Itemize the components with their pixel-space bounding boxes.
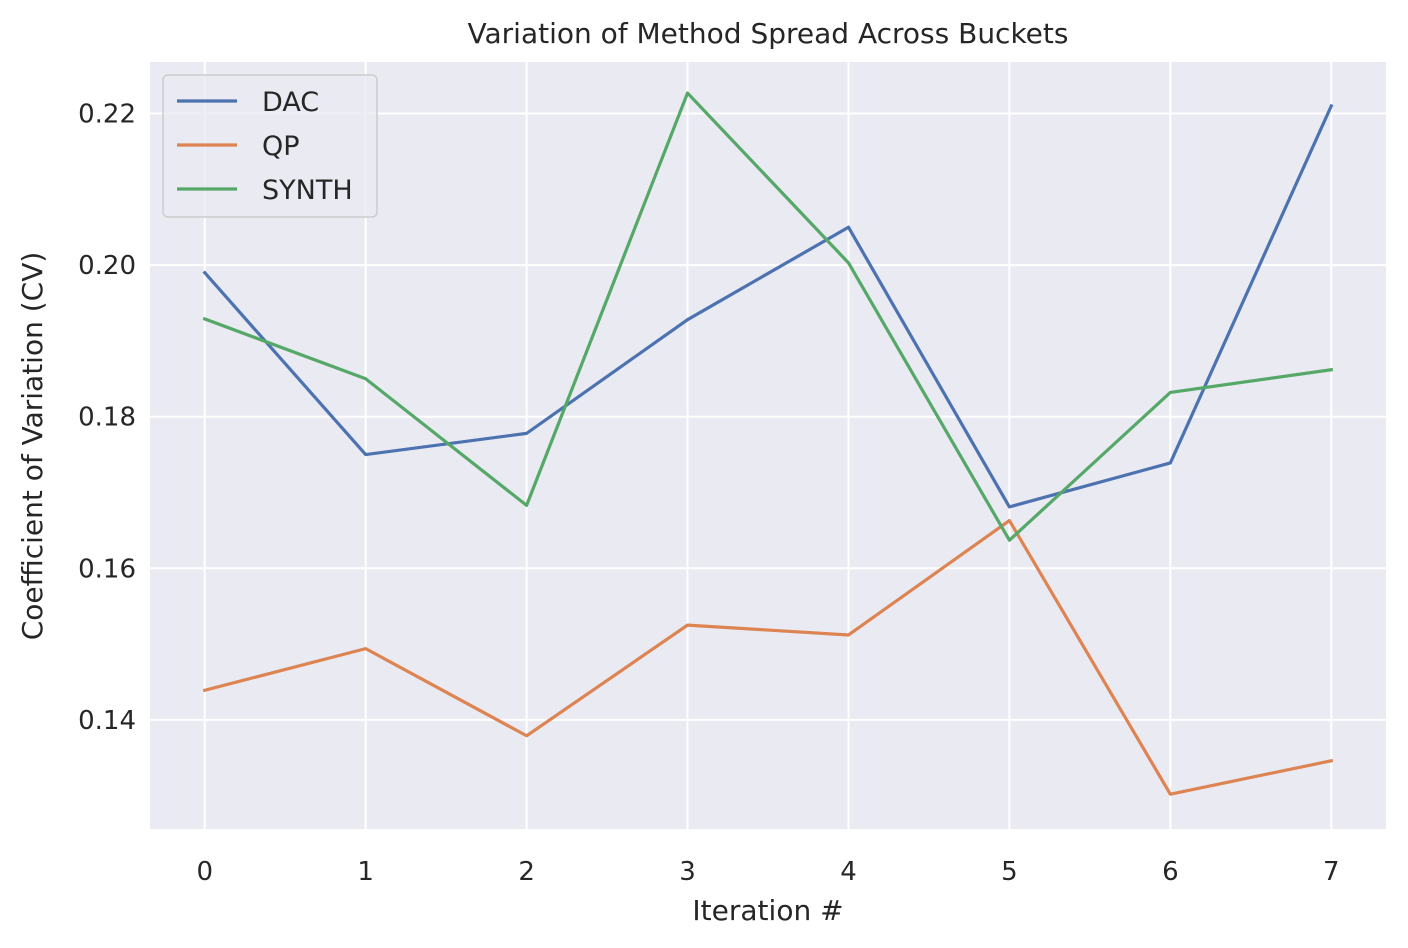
legend: DAC QP SYNTH <box>162 74 378 218</box>
x-tick-label: 1 <box>357 857 374 887</box>
x-tick-label: 2 <box>518 857 535 887</box>
x-tick-label: 6 <box>1162 857 1179 887</box>
series-line-qp <box>202 518 1334 796</box>
series-line-synth <box>202 91 1334 542</box>
x-tick-label: 5 <box>1001 857 1018 887</box>
y-tick-labels: 0.14 0.16 0.18 0.20 0.22 <box>78 100 136 736</box>
x-tick-labels: 0 1 2 3 4 5 6 7 <box>196 857 1339 887</box>
series-line-dac <box>202 103 1334 509</box>
x-tick-label: 3 <box>679 857 696 887</box>
y-tick-label: 0.20 <box>78 251 136 281</box>
chart-title: Variation of Method Spread Across Bucket… <box>468 17 1069 50</box>
legend-label-dac: DAC <box>262 87 319 118</box>
y-tick-label: 0.22 <box>78 100 136 130</box>
x-tick-label: 0 <box>196 857 213 887</box>
y-tick-label: 0.14 <box>78 706 136 736</box>
legend-label-qp: QP <box>262 131 300 162</box>
series-lines <box>202 91 1334 796</box>
x-axis-label: Iteration # <box>692 894 843 927</box>
legend-label-synth: SYNTH <box>262 175 353 206</box>
y-tick-label: 0.16 <box>78 554 136 584</box>
legend-box <box>162 74 378 218</box>
y-gridlines <box>150 112 1386 721</box>
x-tick-label: 4 <box>840 857 857 887</box>
y-axis-label: Coefficient of Variation (CV) <box>16 252 49 641</box>
x-tick-label: 7 <box>1323 857 1340 887</box>
y-tick-label: 0.18 <box>78 403 136 433</box>
